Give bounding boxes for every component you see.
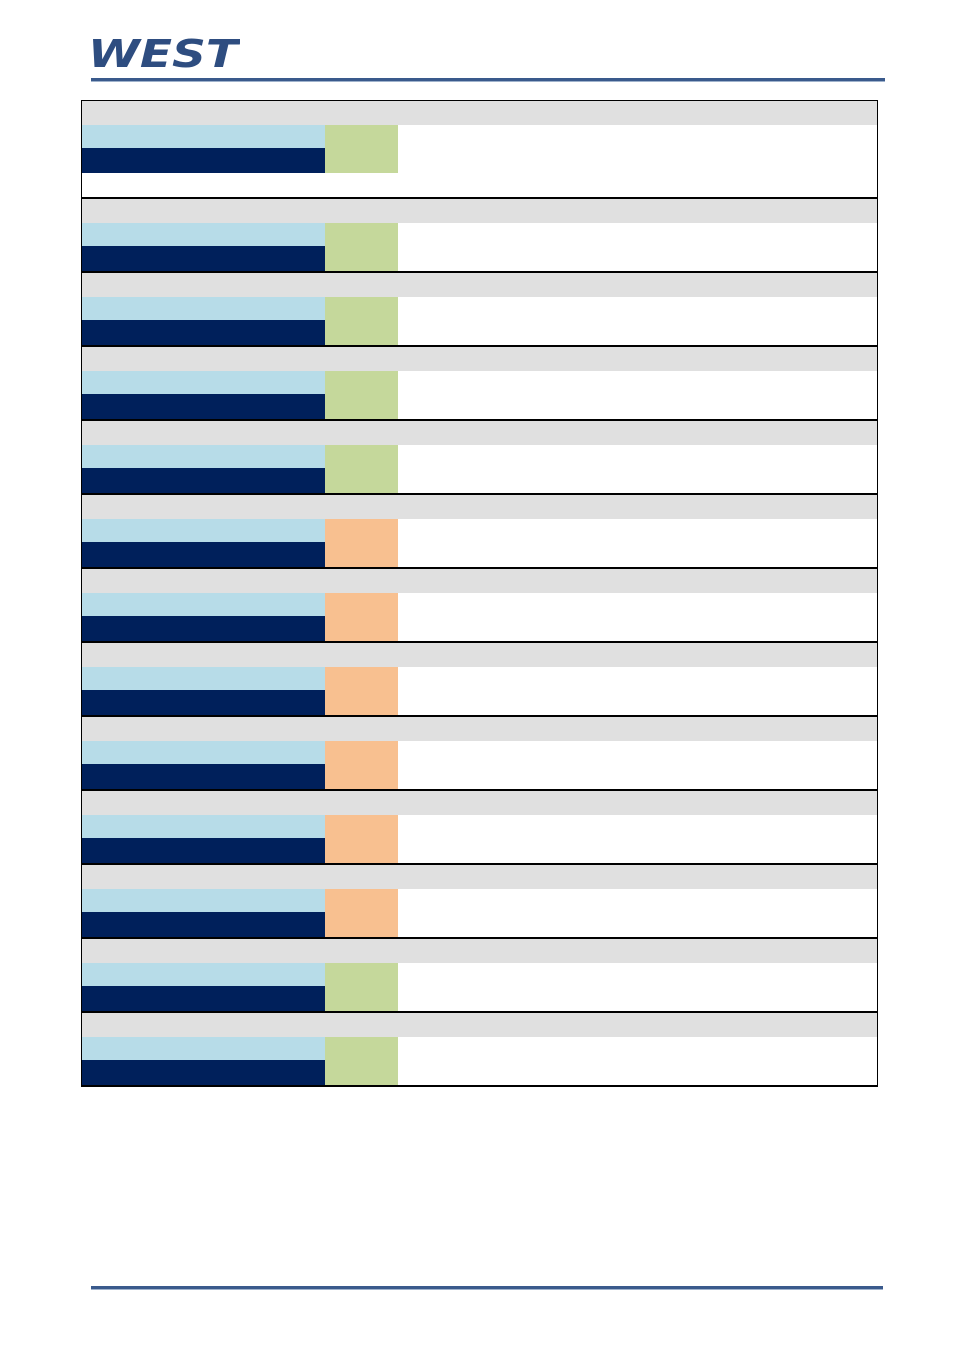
access-cell [325, 815, 398, 863]
block-header [82, 791, 877, 815]
parameter-name [82, 889, 325, 912]
parameter-name [82, 593, 325, 616]
parameter-block [82, 865, 877, 939]
block-body [82, 963, 877, 1011]
parameter-description [400, 815, 877, 863]
parameter-name [82, 297, 325, 320]
block-header [82, 199, 877, 223]
block-header [82, 421, 877, 445]
block-body [82, 667, 877, 715]
parameter-description [400, 445, 877, 493]
block-body [82, 297, 877, 345]
parameter-name [82, 445, 325, 468]
parameter-mnemonic [82, 1060, 325, 1085]
access-cell [325, 125, 398, 173]
parameter-mnemonic [82, 838, 325, 863]
block-body [82, 593, 877, 641]
parameter-name [82, 223, 325, 246]
parameter-block [82, 717, 877, 791]
block-body [82, 1037, 877, 1085]
parameter-mnemonic [82, 616, 325, 641]
block-body [82, 815, 877, 863]
block-body [82, 889, 877, 937]
block-body [82, 445, 877, 493]
block-body [82, 125, 877, 197]
parameter-description [400, 519, 877, 567]
parameter-block [82, 347, 877, 421]
access-cell [325, 593, 398, 641]
parameter-description [400, 963, 877, 1011]
parameter-name [82, 667, 325, 690]
access-cell [325, 963, 398, 1011]
parameter-block [82, 791, 877, 865]
parameter-block [82, 199, 877, 273]
parameter-mnemonic [82, 912, 325, 937]
access-cell [325, 445, 398, 493]
access-cell [325, 371, 398, 419]
parameter-block [82, 101, 877, 199]
block-body [82, 741, 877, 789]
block-header [82, 1013, 877, 1037]
parameter-block [82, 421, 877, 495]
access-cell [325, 1037, 398, 1085]
parameter-block [82, 939, 877, 1013]
parameter-mnemonic [82, 986, 325, 1011]
access-cell [325, 667, 398, 715]
block-header [82, 717, 877, 741]
parameter-description [400, 125, 877, 197]
parameter-name [82, 963, 325, 986]
block-header [82, 101, 877, 125]
parameter-mnemonic [82, 690, 325, 715]
parameter-name [82, 741, 325, 764]
access-cell [325, 741, 398, 789]
block-header [82, 643, 877, 667]
access-cell [325, 223, 398, 271]
parameter-mnemonic [82, 148, 325, 173]
parameter-description [400, 889, 877, 937]
block-header [82, 273, 877, 297]
parameter-description [400, 371, 877, 419]
parameter-description [400, 741, 877, 789]
parameter-mnemonic [82, 320, 325, 345]
parameter-name [82, 125, 325, 148]
access-cell [325, 297, 398, 345]
parameter-block [82, 273, 877, 347]
parameter-name [82, 371, 325, 394]
parameter-block [82, 495, 877, 569]
block-header [82, 495, 877, 519]
parameter-name [82, 815, 325, 838]
parameter-description [400, 667, 877, 715]
parameter-description [400, 1037, 877, 1085]
parameter-mnemonic [82, 764, 325, 789]
logo-text: WEST [88, 36, 240, 72]
block-header [82, 939, 877, 963]
parameter-mnemonic [82, 468, 325, 493]
parameter-description [400, 297, 877, 345]
parameter-description [400, 593, 877, 641]
parameter-name [82, 519, 325, 542]
west-logo: WEST [88, 36, 240, 72]
parameter-mnemonic [82, 394, 325, 419]
parameter-mnemonic [82, 542, 325, 567]
block-header [82, 347, 877, 371]
access-cell [325, 519, 398, 567]
parameter-block [82, 643, 877, 717]
block-header [82, 865, 877, 889]
access-cell [325, 889, 398, 937]
block-body [82, 371, 877, 419]
parameter-name [82, 1037, 325, 1060]
parameter-block [82, 569, 877, 643]
parameter-block [82, 1013, 877, 1085]
block-header [82, 569, 877, 593]
block-body [82, 519, 877, 567]
parameter-mnemonic [82, 246, 325, 271]
parameter-table [81, 100, 878, 1087]
parameter-description [400, 223, 877, 271]
header-rule [91, 78, 885, 82]
footer-rule [91, 1286, 883, 1290]
block-body [82, 223, 877, 271]
